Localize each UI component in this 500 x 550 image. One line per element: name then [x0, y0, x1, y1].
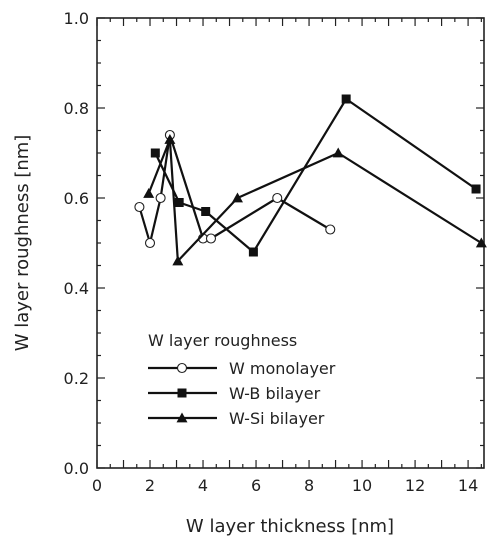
y-axis-label: W layer roughness [nm] [12, 135, 33, 352]
data-point-square [150, 148, 160, 158]
x-tick-label: 8 [304, 476, 314, 495]
data-point-circle [155, 192, 166, 204]
legend-entry: W monolayer [148, 359, 336, 378]
data-point-triangle [176, 412, 188, 423]
x-tick-label: 6 [251, 476, 261, 495]
tick-labels: 0 2 4 6 8 10 12 14 0.0 0.2 0.4 0.6 0.8 1.0 [64, 9, 479, 495]
series-line [154, 97, 477, 254]
data-point-circle [134, 201, 145, 213]
x-axis-label: W layer thickness [nm] [186, 516, 394, 537]
x-tick-label: 14 [458, 476, 478, 495]
data-point-square [174, 198, 184, 207]
y-tick-label: 0.8 [64, 99, 89, 118]
data-point-circle [144, 237, 156, 249]
series-w-si-bilayer [143, 134, 487, 266]
data-point-triangle [164, 134, 176, 144]
legend: W layer roughness W monolayer W-B bilayer… [148, 331, 336, 428]
y-tick-label: 0.2 [64, 369, 89, 388]
data-point-circle [272, 192, 283, 204]
series-w-b-bilayer [150, 94, 481, 257]
data-point-square [248, 247, 258, 257]
legend-entry: W-B bilayer [148, 384, 321, 403]
x-tick-label: 4 [198, 476, 208, 495]
legend-label: W-Si bilayer [229, 409, 325, 428]
data-point-triangle [332, 147, 344, 158]
legend-title: W layer roughness [148, 331, 297, 350]
data-point-square [177, 388, 187, 398]
y-tick-label: 1.0 [64, 9, 89, 28]
y-tick-label: 0.6 [64, 189, 89, 208]
data-point-circle [176, 362, 188, 374]
legend-label: W-B bilayer [229, 384, 321, 403]
x-tick-label: 12 [405, 476, 425, 495]
x-tick-label: 10 [352, 476, 372, 495]
series-line [147, 138, 482, 263]
legend-entry: W-Si bilayer [148, 409, 325, 428]
legend-items: W monolayer W-B bilayer W-Si bilayer [148, 359, 336, 428]
x-tick-label: 2 [145, 476, 155, 495]
y-tick-label: 0.4 [64, 279, 89, 298]
series-layer [134, 94, 487, 266]
data-point-triangle [231, 192, 243, 203]
data-point-triangle [172, 255, 184, 266]
data-point-square [201, 207, 211, 216]
data-point-square [471, 184, 481, 194]
data-point-square [341, 94, 351, 104]
series-line [138, 133, 331, 245]
data-point-triangle [475, 237, 487, 248]
data-point-triangle [143, 188, 155, 198]
legend-label: W monolayer [229, 359, 336, 378]
data-point-circle [205, 233, 217, 244]
x-tick-label: 0 [92, 476, 102, 495]
y-tick-label: 0.0 [64, 459, 89, 478]
data-point-circle [325, 224, 336, 235]
series-w-monolayer [134, 129, 336, 249]
